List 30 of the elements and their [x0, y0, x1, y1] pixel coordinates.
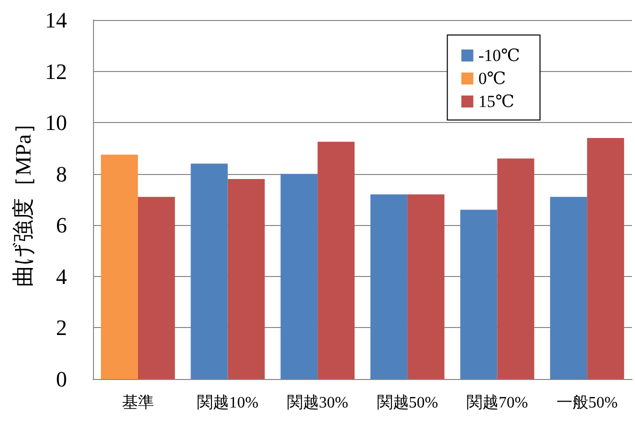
- y-tick-label: 2: [56, 315, 67, 340]
- y-tick-label: 14: [45, 8, 67, 32]
- bar: [190, 164, 228, 379]
- x-tick-label: 関越10%: [197, 394, 258, 412]
- y-tick-label: 0: [56, 366, 67, 392]
- bar: [228, 178, 265, 379]
- legend-label: -10℃: [478, 46, 520, 65]
- legend-label: 0℃: [478, 69, 506, 88]
- x-tick-label: 関越50%: [376, 394, 438, 412]
- x-tick-label: 基準: [122, 394, 154, 412]
- y-tick-label: 8: [56, 161, 67, 186]
- bar: [280, 174, 318, 379]
- x-tick-label: 一般50%: [556, 394, 618, 412]
- y-axis-title: 曲げ強度［MPa］: [10, 112, 36, 287]
- y-tick-label: 10: [45, 110, 67, 136]
- x-tick-label: 関越30%: [286, 394, 348, 412]
- bar: [407, 194, 444, 379]
- y-tick-label: 4: [56, 264, 67, 289]
- bar: [550, 196, 588, 379]
- bar: [460, 210, 498, 379]
- y-tick-label: 6: [56, 212, 67, 238]
- legend-label: 15℃: [478, 92, 514, 111]
- bar: [138, 196, 175, 379]
- bar: [100, 154, 138, 379]
- x-tick-label: 関越70%: [466, 394, 528, 412]
- bar: [318, 142, 355, 379]
- bar: [497, 158, 534, 379]
- bar: [370, 194, 408, 379]
- bar: [587, 138, 624, 379]
- y-tick-label: 12: [45, 58, 67, 84]
